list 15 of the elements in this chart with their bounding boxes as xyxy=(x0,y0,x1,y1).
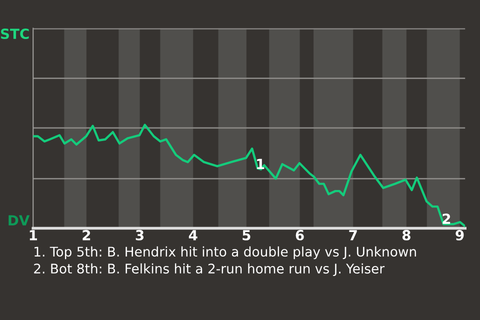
x-tick-label: 1 xyxy=(30,230,37,240)
text: DV xyxy=(8,215,30,226)
text: STC xyxy=(0,28,29,40)
x-tick-label: 4 xyxy=(188,230,198,240)
x-tick-label: 9 xyxy=(456,230,464,240)
x-tick-label: 5 xyxy=(242,230,250,240)
x-tick-label: 2 xyxy=(82,230,90,240)
text: 2. Bot 8th: B. Felkins hit a 2-run home run vs J. Yeiser xyxy=(34,263,385,276)
x-tick-label: 8 xyxy=(402,230,410,240)
x-tick-label: 7 xyxy=(349,230,357,240)
annotation: 2 xyxy=(442,214,450,224)
annotation: 1 xyxy=(257,158,264,170)
text: 1. Top 5th: B. Hendrix hit into a double play vs J. Unknown xyxy=(34,246,416,260)
x-tick-label: 3 xyxy=(136,230,144,240)
x-tick-label: 6 xyxy=(296,230,304,240)
